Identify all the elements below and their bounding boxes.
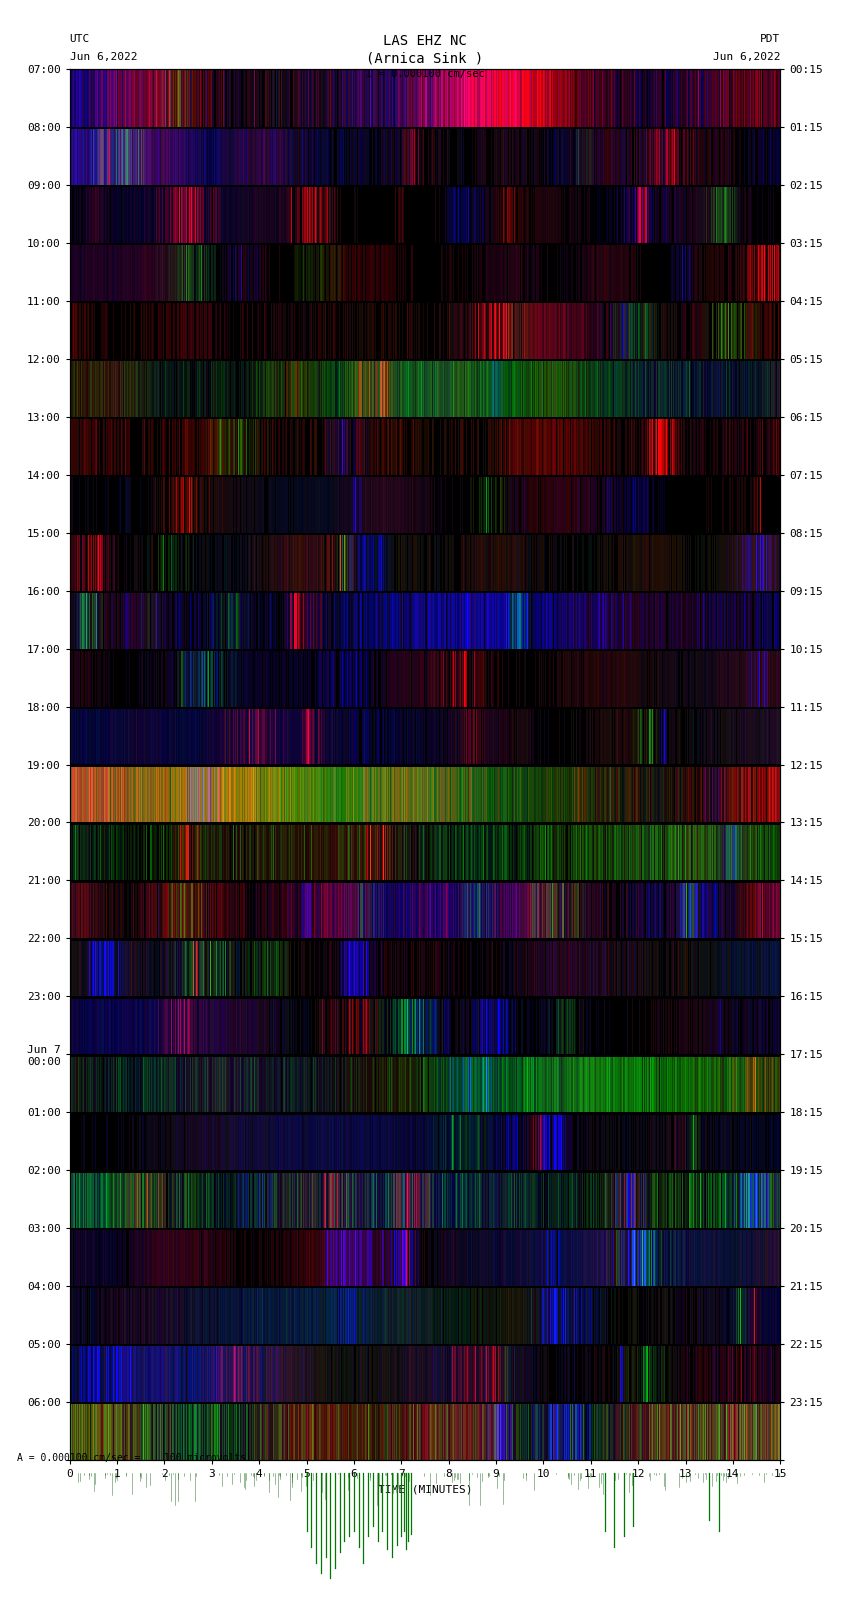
Text: I = 0.000100 cm/sec: I = 0.000100 cm/sec	[366, 69, 484, 79]
Text: LAS EHZ NC: LAS EHZ NC	[383, 34, 467, 48]
Text: Jun 6,2022: Jun 6,2022	[70, 52, 137, 61]
X-axis label: TIME (MINUTES): TIME (MINUTES)	[377, 1484, 473, 1494]
Text: UTC: UTC	[70, 34, 90, 44]
Text: PDT: PDT	[760, 34, 780, 44]
Text: A = 0.000100 cm/sec =    100 microvolts: A = 0.000100 cm/sec = 100 microvolts	[17, 1453, 246, 1463]
Text: Jun 6,2022: Jun 6,2022	[713, 52, 780, 61]
Text: (Arnica Sink ): (Arnica Sink )	[366, 52, 484, 66]
